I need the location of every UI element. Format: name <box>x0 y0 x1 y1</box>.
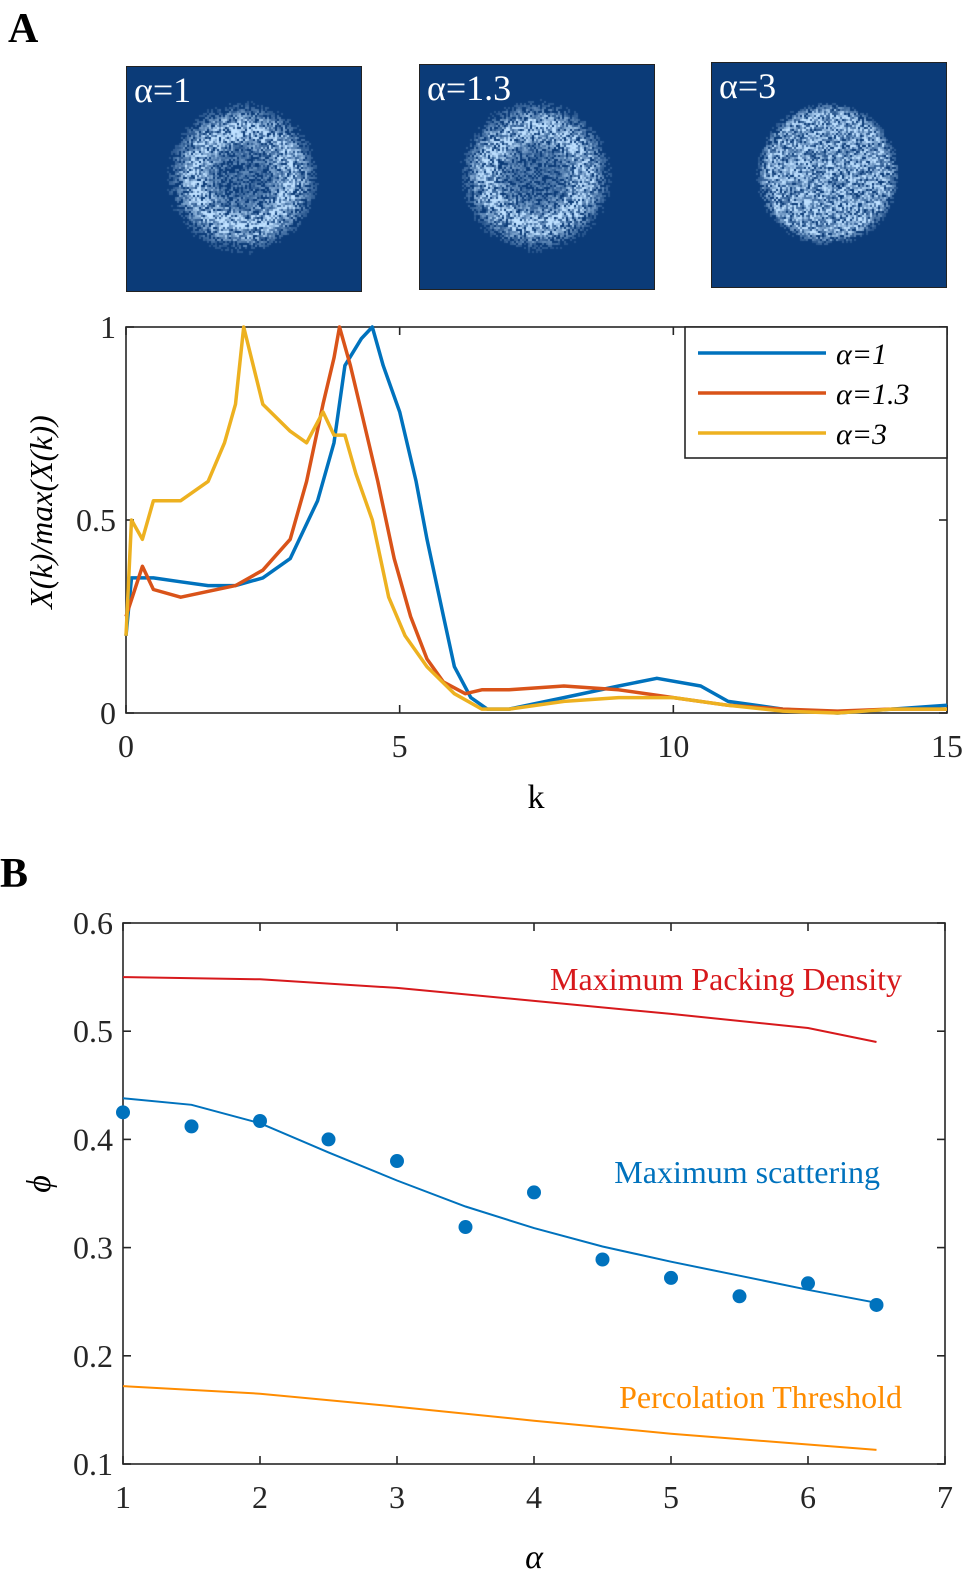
speckle-pattern <box>712 63 946 287</box>
y-axis-label: X(k)/max(X(k)) <box>23 415 59 611</box>
y-tick-label: 0.4 <box>73 1121 113 1157</box>
x-tick-label: 2 <box>252 1479 268 1515</box>
fit-line <box>122 1097 877 1304</box>
image-label: α=1.3 <box>427 68 512 108</box>
data-point <box>732 1289 747 1304</box>
x-tick-label: 6 <box>800 1479 816 1515</box>
x-tick-label: 5 <box>392 728 408 764</box>
speckle-pattern <box>420 65 654 289</box>
data-point <box>664 1270 678 1285</box>
data-point <box>527 1185 541 1200</box>
y-tick-label: 0 <box>100 695 116 731</box>
legend-entry: α=1 <box>836 338 887 371</box>
panel-label-b: B <box>0 851 28 897</box>
fit-line <box>122 976 877 1043</box>
data-point <box>184 1119 199 1134</box>
legend-entry: α=3 <box>836 418 887 451</box>
y-tick-label: 0.3 <box>73 1230 113 1266</box>
image-label: α=1 <box>134 70 192 110</box>
x-tick-label: 0 <box>118 728 134 764</box>
x-tick-label: 5 <box>663 1479 679 1515</box>
diffraction-image: α=1.3 <box>419 64 655 290</box>
series-line-α=3 <box>124 325 947 715</box>
diffraction-image: α=1 <box>126 66 362 292</box>
x-axis-label: k <box>528 779 545 816</box>
y-tick-label: 0.6 <box>73 905 113 941</box>
data-point <box>458 1220 473 1235</box>
data-point <box>801 1276 815 1291</box>
x-tick-label: 7 <box>937 1479 953 1515</box>
y-tick-label: 0.5 <box>73 1013 113 1049</box>
fit-line <box>122 1385 877 1451</box>
data-point <box>253 1114 267 1129</box>
data-point <box>116 1105 130 1120</box>
x-axis-label: α <box>525 1539 544 1576</box>
data-point <box>390 1154 404 1169</box>
data-point <box>595 1252 610 1267</box>
y-tick-label: 0.5 <box>76 502 116 538</box>
speckle-pattern <box>127 67 361 291</box>
panel-label-a: A <box>8 6 39 52</box>
y-tick-label: 0.2 <box>73 1338 113 1374</box>
y-axis-label: ϕ <box>21 1175 58 1193</box>
x-tick-label: 15 <box>931 728 963 764</box>
legend-entry: α=1.3 <box>836 378 910 411</box>
diffraction-image: α=3 <box>711 62 947 288</box>
y-tick-label: 0.1 <box>73 1446 113 1482</box>
line-annotation: Percolation Threshold <box>619 1379 902 1415</box>
data-point <box>321 1132 336 1147</box>
x-tick-label: 4 <box>526 1479 542 1515</box>
x-tick-label: 1 <box>115 1479 131 1515</box>
y-tick-label: 1 <box>100 309 116 345</box>
image-label: α=3 <box>719 66 777 106</box>
data-point <box>869 1297 884 1312</box>
line-annotation: Maximum Packing Density <box>550 961 902 997</box>
line-annotation: Maximum scattering <box>614 1154 880 1190</box>
x-tick-label: 3 <box>389 1479 405 1515</box>
x-tick-label: 10 <box>657 728 689 764</box>
